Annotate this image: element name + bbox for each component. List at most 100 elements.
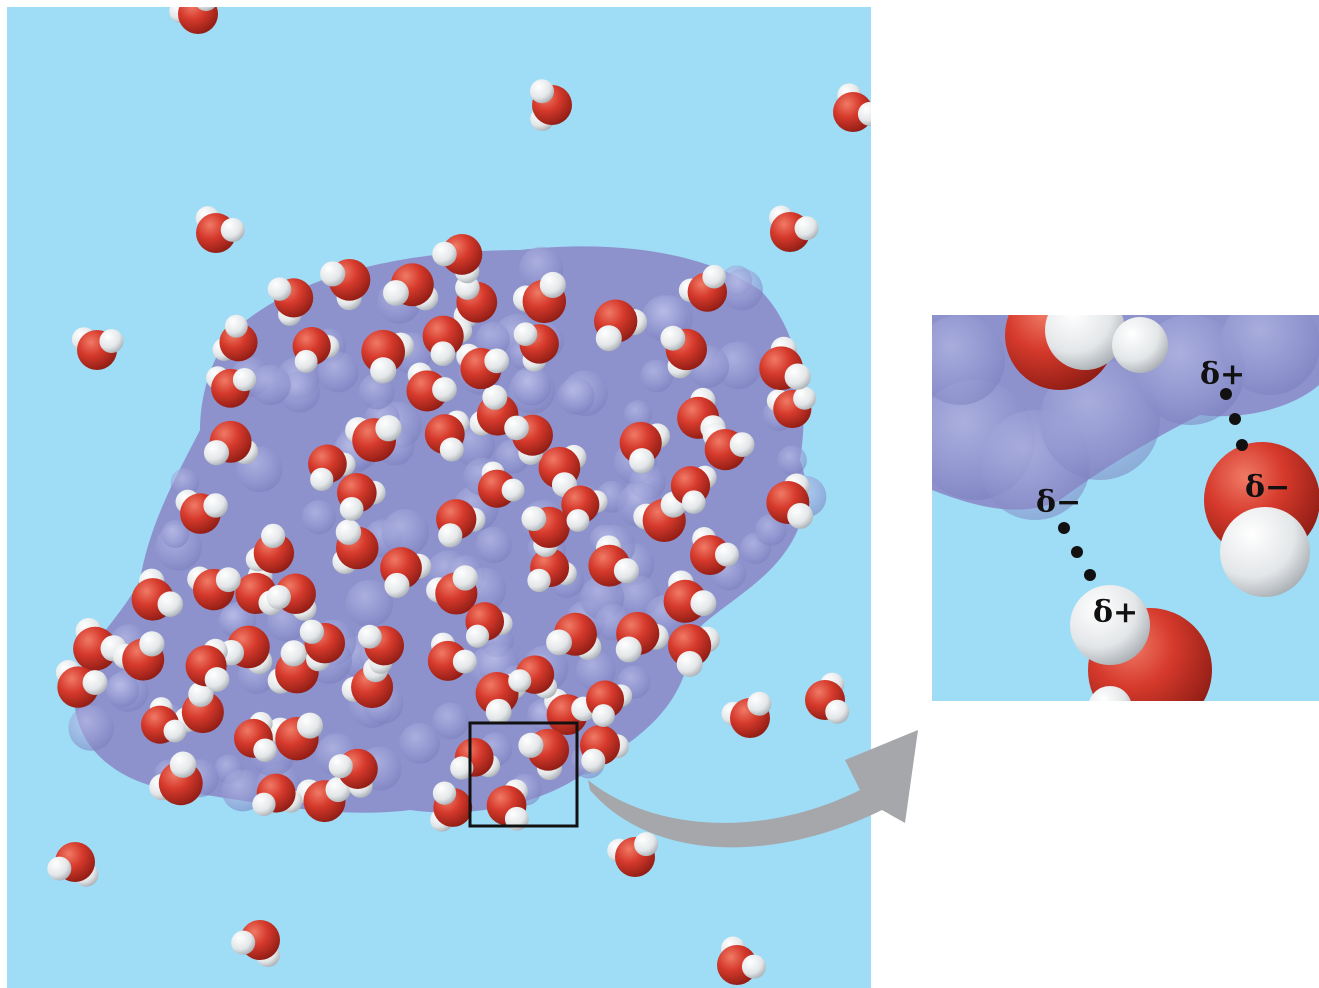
- water-molecule: [299, 619, 346, 672]
- protein-atom: [345, 579, 394, 628]
- water-molecule: [185, 638, 230, 692]
- water-molecule: [529, 79, 572, 131]
- water-molecule: [430, 781, 473, 832]
- water-molecule: [766, 473, 814, 529]
- water-molecule: [427, 632, 477, 681]
- protein-atom: [104, 672, 140, 708]
- water-molecule: [518, 728, 570, 781]
- water-molecules: [47, 7, 871, 985]
- water-molecule: [206, 366, 257, 408]
- water-molecule: [380, 547, 432, 598]
- water-molecule: [619, 421, 670, 474]
- zoom-box: [468, 721, 579, 828]
- hydrogen-bond-dots-right: [1220, 388, 1248, 451]
- water-molecule: [383, 263, 439, 311]
- water-molecule: [266, 573, 317, 621]
- protein-atom: [475, 322, 511, 357]
- water-molecule: [296, 776, 351, 823]
- delta-plus-label-top: δ+: [1200, 357, 1245, 392]
- water-molecule: [422, 315, 473, 367]
- water-molecule: [508, 655, 558, 699]
- protein-atom: [475, 526, 512, 564]
- protein-atom: [777, 445, 807, 476]
- water-molecule: [71, 327, 124, 370]
- protein-atom: [301, 500, 336, 535]
- water-molecule: [668, 624, 720, 677]
- water-molecule: [112, 631, 165, 681]
- delta-minus-label-left: δ−: [1036, 485, 1081, 520]
- delta-plus-label-bottom: δ+: [1093, 595, 1138, 630]
- water-molecule: [424, 410, 470, 462]
- water-molecule: [456, 343, 510, 390]
- water-molecule: [149, 751, 203, 806]
- water-molecule: [432, 234, 483, 284]
- inset-hydrogen-atom: [1220, 507, 1310, 597]
- water-molecule: [308, 444, 356, 491]
- water-molecule: [766, 386, 816, 429]
- water-molecule: [833, 83, 871, 132]
- protein-atom: [250, 364, 291, 406]
- water-molecule: [580, 725, 629, 773]
- water-molecule: [769, 205, 819, 252]
- water-molecule: [231, 920, 280, 968]
- water-molecule: [47, 842, 99, 887]
- water-molecule: [465, 602, 513, 648]
- water-molecule: [561, 485, 608, 532]
- water-molecule: [361, 329, 414, 384]
- water-molecule: [477, 461, 525, 508]
- water-molecule: [203, 420, 259, 466]
- water-molecule: [586, 680, 633, 727]
- protein-atom: [68, 705, 114, 751]
- water-molecule: [169, 7, 218, 34]
- water-molecule: [513, 322, 559, 372]
- hydrogen-bond-dots-left: [1058, 522, 1096, 581]
- water-molecule: [233, 711, 277, 762]
- water-molecule: [521, 506, 570, 558]
- water-molecule: [328, 748, 378, 798]
- water-molecule: [512, 271, 567, 324]
- curved-arrow-icon: [588, 730, 918, 848]
- water-molecule: [588, 535, 639, 587]
- inset-hydrogen-atom: [1070, 585, 1150, 665]
- water-molecule: [212, 314, 258, 362]
- water-molecule: [663, 570, 717, 623]
- water-molecule: [252, 773, 303, 817]
- water-molecule: [267, 712, 323, 761]
- protein-atom: [623, 400, 653, 429]
- water-molecule: [805, 672, 850, 724]
- water-molecule: [218, 625, 273, 675]
- water-molecule: [660, 325, 708, 379]
- water-molecule: [320, 258, 371, 311]
- protein-atom: [557, 377, 595, 415]
- water-molecule: [678, 264, 728, 312]
- water-molecule: [717, 936, 766, 985]
- inset-panel: δ+ δ− δ− δ+: [932, 315, 1319, 701]
- water-molecule: [175, 489, 228, 534]
- water-molecule: [677, 387, 726, 441]
- protein-atom: [640, 359, 674, 393]
- water-molecule: [504, 414, 553, 465]
- protein-atom: [511, 366, 552, 406]
- water-molecule: [546, 612, 602, 660]
- water-molecule: [187, 566, 241, 611]
- protein-atom: [432, 702, 469, 740]
- water-molecule: [702, 422, 755, 471]
- water-molecule: [594, 299, 648, 352]
- water-molecule: [436, 499, 486, 548]
- water-molecule: [450, 737, 501, 780]
- water-molecule: [140, 697, 187, 744]
- protein-atom: [755, 514, 787, 546]
- water-molecule: [690, 527, 739, 575]
- water-molecule: [357, 624, 405, 674]
- water-molecule: [131, 568, 183, 621]
- protein-atom: [170, 468, 200, 497]
- water-molecule: [426, 565, 478, 615]
- water-molecule: [759, 336, 811, 391]
- water-molecule: [670, 465, 717, 514]
- water-molecule: [337, 473, 386, 521]
- water-molecule: [721, 691, 772, 738]
- water-molecule: [527, 548, 577, 593]
- inset-hydrogen-atom: [1112, 317, 1168, 373]
- water-molecule: [615, 611, 669, 663]
